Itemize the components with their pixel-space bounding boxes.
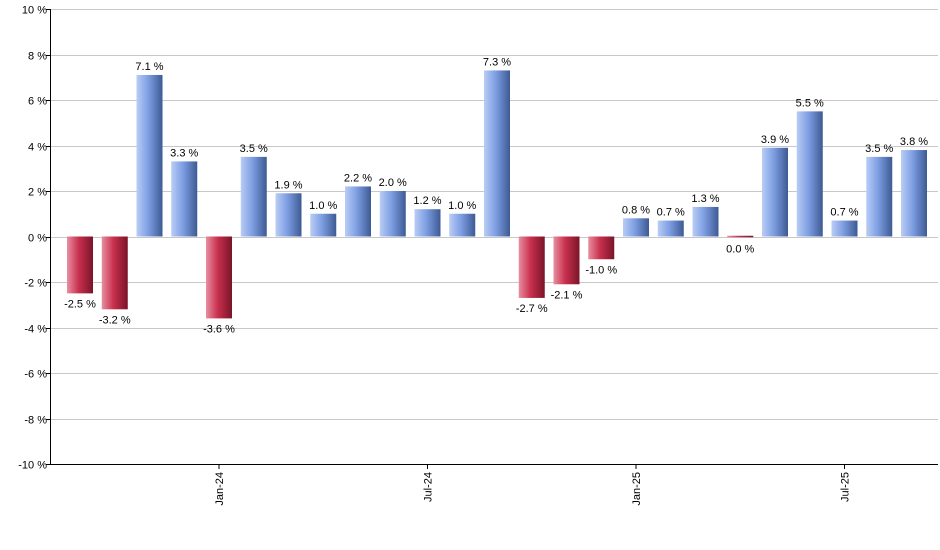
bar (657, 220, 684, 237)
data-label: 5.5 % (796, 97, 824, 109)
bar (692, 206, 719, 237)
y-axis-ticks: 10 % 8 % 6 % 4 % 2 % 0 % -2 % -4 % -6 % -8 % -10 % (18, 5, 50, 472)
bar (901, 150, 927, 237)
data-label: 1.0 % (309, 200, 337, 212)
data-label: 1.0 % (448, 200, 476, 212)
bar (762, 147, 788, 237)
y-tick-label: 8 % (28, 51, 47, 63)
data-label: 3.3 % (170, 147, 198, 159)
data-label: 0.7 % (657, 207, 685, 219)
data-label: -3.6 % (203, 323, 235, 335)
bar (623, 218, 649, 237)
bar (310, 213, 337, 237)
data-label: 1.9 % (274, 179, 302, 191)
y-tick-label: -2 % (24, 278, 47, 290)
bar (831, 220, 858, 237)
bars (67, 70, 927, 319)
data-label: 2.0 % (379, 177, 407, 189)
data-label: -2.1 % (551, 289, 583, 301)
y-tick-label: 2 % (28, 187, 47, 199)
bar (345, 186, 371, 237)
y-tick-label: -6 % (24, 369, 47, 381)
data-label: 1.3 % (691, 193, 719, 205)
y-tick-label: -10 % (18, 460, 47, 472)
bar (518, 236, 545, 298)
y-tick-label: 10 % (22, 5, 47, 17)
data-label: 0.8 % (622, 204, 650, 216)
bar (67, 236, 93, 294)
data-label: 1.2 % (413, 195, 441, 207)
data-label: 3.9 % (761, 134, 789, 146)
bar (171, 161, 198, 237)
bar (136, 74, 163, 237)
data-label: -3.2 % (99, 314, 131, 326)
data-label: -2.5 % (64, 298, 96, 310)
x-tick-label: Jul-25 (840, 472, 852, 502)
bar (206, 236, 232, 319)
data-label: 7.1 % (135, 61, 163, 73)
x-axis-ticks: Jan-24 Jul-24 Jan-25 Jul-25 (214, 464, 852, 506)
bar (727, 235, 754, 238)
data-label: 3.5 % (240, 143, 268, 155)
y-tick-label: -4 % (24, 324, 47, 336)
data-label: 0.7 % (830, 207, 858, 219)
axes (50, 9, 938, 465)
bar (379, 191, 406, 237)
bar (484, 70, 510, 237)
bar (866, 156, 893, 237)
data-label: 3.5 % (865, 143, 893, 155)
y-tick-label: 0 % (28, 233, 47, 245)
data-label: 2.2 % (344, 172, 372, 184)
bar (414, 209, 441, 237)
y-tick-label: 6 % (28, 96, 47, 108)
data-labels: -2.5 %-3.2 % 7.1 % 3.3 % -3.6 % 3.5 % 1.9 % 1.… (64, 56, 928, 335)
bar (553, 236, 580, 285)
bar (101, 236, 128, 310)
data-label: 0.0 % (726, 244, 754, 256)
data-label: -2.7 % (516, 303, 548, 315)
y-tick-label: 4 % (28, 142, 47, 154)
data-label: 7.3 % (483, 56, 511, 68)
bar (796, 111, 823, 237)
data-label: 3.8 % (900, 136, 928, 148)
bar (240, 156, 267, 237)
y-tick-label: -8 % (24, 415, 47, 427)
x-tick-label: Jan-25 (631, 472, 643, 506)
bar (588, 236, 615, 260)
bar (275, 193, 302, 237)
bar (449, 213, 476, 237)
data-label: -1.0 % (585, 264, 617, 276)
x-tick-label: Jan-24 (214, 472, 226, 506)
x-tick-label: Jul-24 (423, 472, 435, 502)
